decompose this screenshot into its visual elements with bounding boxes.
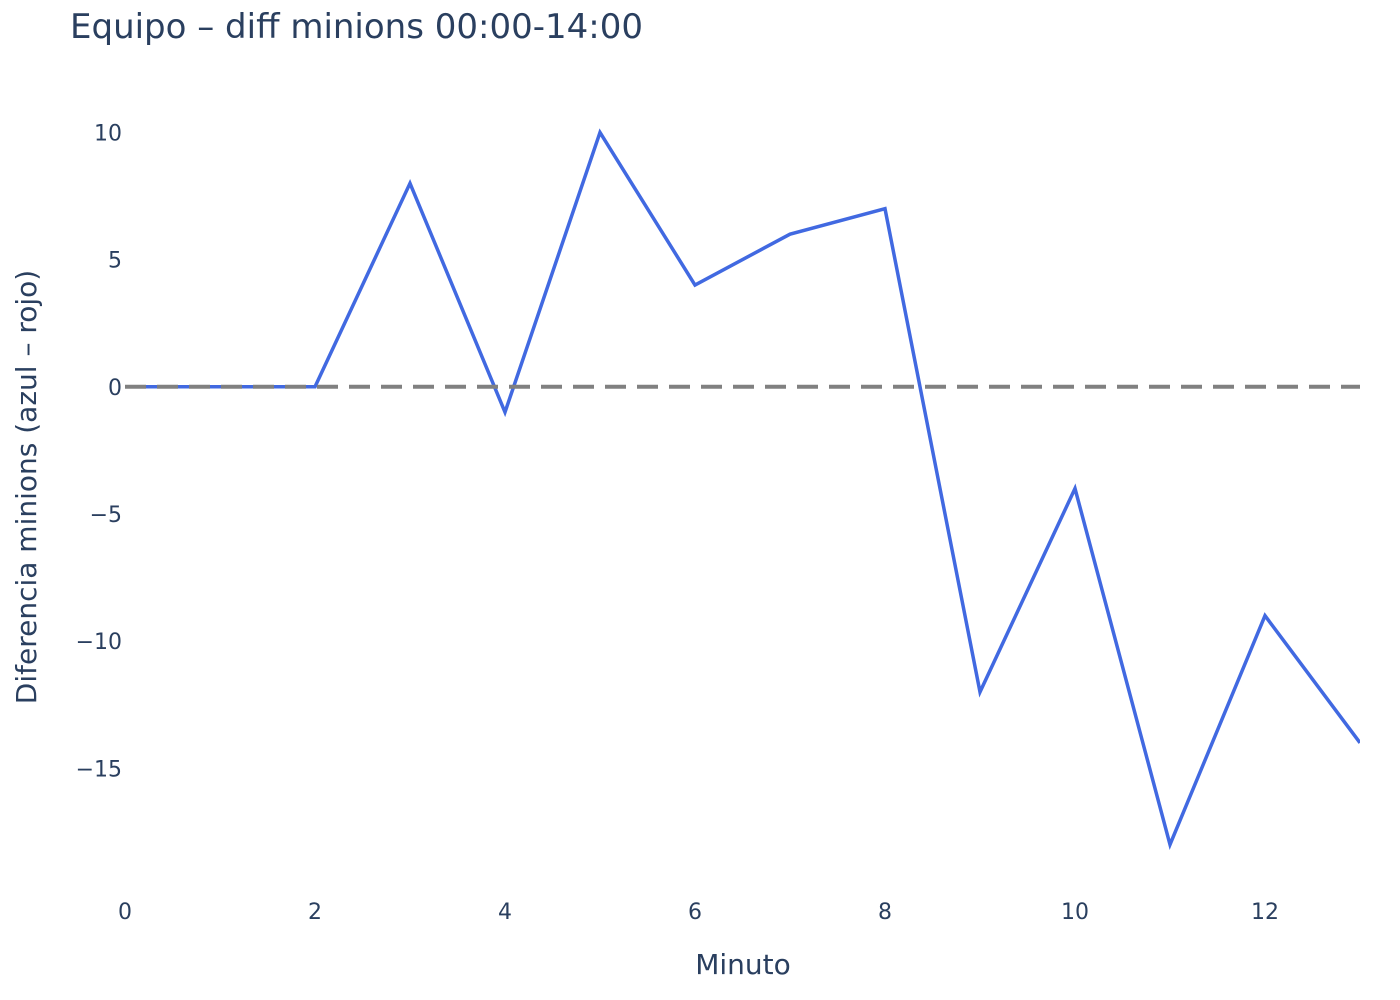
plot-area — [123, 128, 1362, 851]
data-point — [883, 207, 887, 211]
x-tick-label: 12 — [1251, 900, 1279, 925]
y-tick-label: −10 — [76, 630, 122, 655]
data-point — [1073, 487, 1077, 491]
data-point — [598, 130, 602, 134]
y-tick-label: −5 — [90, 503, 122, 528]
x-axis-title: Minuto — [695, 948, 791, 981]
x-tick-label: 10 — [1061, 900, 1089, 925]
data-point — [1263, 614, 1267, 618]
data-point — [218, 385, 222, 389]
data-point — [1358, 741, 1362, 745]
series-line — [125, 128, 1360, 851]
data-point — [693, 283, 697, 287]
x-tick-label: 6 — [688, 900, 702, 925]
data-point — [408, 181, 412, 185]
x-tick-label: 8 — [878, 900, 892, 925]
y-axis-title: Diferencia minions (azul – rojo) — [10, 270, 43, 704]
x-tick-label: 4 — [498, 900, 512, 925]
data-point — [503, 410, 507, 414]
data-point — [978, 690, 982, 694]
x-axis-ticks: 0 2 4 6 8 10 12 — [118, 900, 1279, 925]
chart-title: Equipo – diff minions 00:00-14:00 — [70, 7, 643, 47]
y-tick-label: 0 — [108, 376, 122, 401]
y-tick-label: 10 — [94, 121, 122, 146]
y-tick-label: −15 — [76, 757, 122, 782]
x-tick-label: 0 — [118, 900, 132, 925]
data-point — [313, 385, 317, 389]
y-tick-label: 5 — [108, 249, 122, 274]
y-axis-ticks: 10 5 0 −5 −10 −15 — [76, 121, 122, 782]
x-tick-label: 2 — [308, 900, 322, 925]
data-point — [123, 385, 127, 389]
data-point — [788, 232, 792, 236]
data-point — [1168, 843, 1172, 847]
